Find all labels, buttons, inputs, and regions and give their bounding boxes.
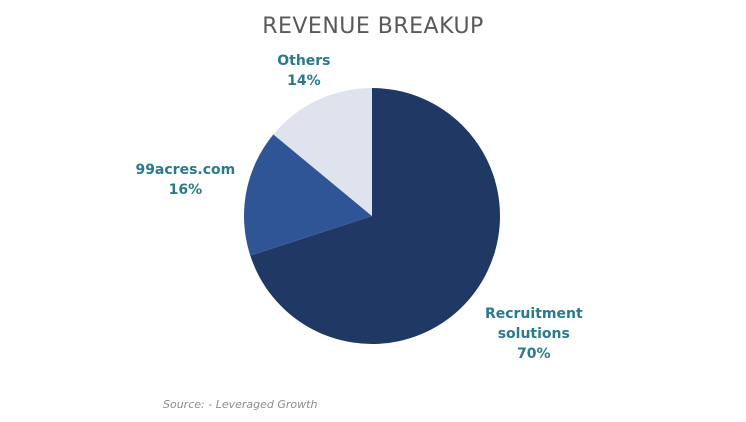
data-label: Others 14% (239, 51, 369, 91)
pie-slice (250, 88, 500, 344)
category-label: Recruitment solutions (484, 305, 583, 342)
chart-title: REVENUE BREAKUP (262, 14, 484, 39)
pie-slice (243, 134, 372, 256)
value-label: 70% (517, 345, 551, 362)
pie-slice (273, 88, 372, 216)
value-label: 14% (287, 73, 321, 90)
data-label: 99acres.com 16% (120, 160, 250, 200)
source-note: Source: - Leveraged Growth (163, 398, 318, 411)
value-label: 16% (168, 182, 203, 199)
category-label: 99acres.com (135, 162, 236, 179)
data-label: Recruitment solutions 70% (484, 304, 584, 364)
category-label: Others (277, 53, 331, 70)
